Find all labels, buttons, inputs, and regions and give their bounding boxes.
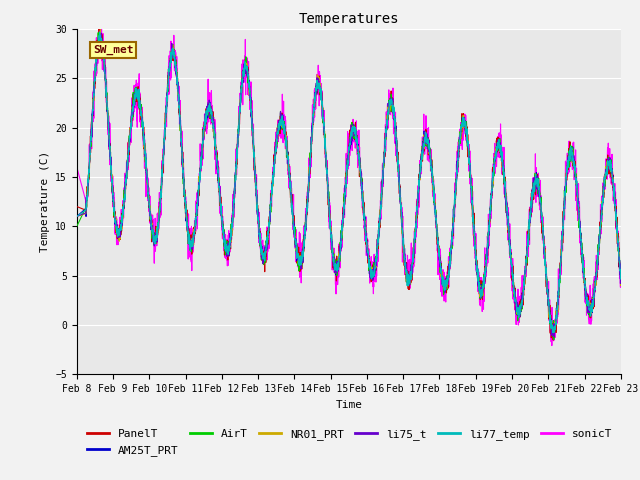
AM25T_PRT bbox=[135, 93, 143, 99]
AM25T_PRT bbox=[73, 214, 81, 219]
li77_temp bbox=[73, 214, 81, 219]
sonicT bbox=[548, 334, 556, 340]
li77_temp bbox=[548, 323, 556, 328]
AirT bbox=[548, 331, 556, 337]
sonicT bbox=[548, 343, 556, 348]
AirT bbox=[617, 275, 625, 280]
Line: li75_t: li75_t bbox=[77, 33, 621, 337]
sonicT bbox=[305, 163, 313, 169]
li75_t bbox=[305, 179, 313, 184]
AM25T_PRT bbox=[617, 275, 625, 281]
PanelT bbox=[549, 337, 557, 343]
Line: AM25T_PRT: AM25T_PRT bbox=[77, 34, 621, 332]
PanelT bbox=[73, 204, 81, 209]
li77_temp bbox=[168, 53, 175, 59]
sonicT bbox=[95, 26, 102, 32]
li77_temp bbox=[305, 172, 313, 178]
NR01_PRT bbox=[168, 49, 175, 55]
NR01_PRT bbox=[617, 280, 625, 286]
AirT bbox=[73, 223, 81, 229]
PanelT bbox=[168, 51, 175, 57]
sonicT bbox=[617, 269, 625, 275]
NR01_PRT bbox=[305, 164, 313, 170]
Text: SW_met: SW_met bbox=[93, 45, 134, 55]
AM25T_PRT bbox=[548, 329, 556, 335]
PanelT bbox=[282, 136, 289, 142]
NR01_PRT bbox=[548, 325, 556, 331]
AM25T_PRT bbox=[168, 50, 175, 56]
AirT bbox=[168, 48, 175, 54]
AirT bbox=[282, 133, 289, 139]
li77_temp bbox=[607, 168, 614, 174]
li75_t bbox=[548, 323, 556, 328]
sonicT bbox=[607, 155, 614, 161]
li75_t bbox=[97, 30, 105, 36]
li75_t bbox=[168, 57, 175, 63]
Line: li77_temp: li77_temp bbox=[77, 32, 621, 333]
Line: NR01_PRT: NR01_PRT bbox=[77, 29, 621, 334]
AM25T_PRT bbox=[607, 163, 614, 168]
li77_temp bbox=[617, 275, 625, 281]
AM25T_PRT bbox=[97, 31, 104, 36]
sonicT bbox=[135, 76, 143, 82]
PanelT bbox=[135, 93, 143, 98]
AirT bbox=[550, 336, 557, 342]
NR01_PRT bbox=[550, 331, 558, 337]
Y-axis label: Temperature (C): Temperature (C) bbox=[40, 151, 50, 252]
NR01_PRT bbox=[607, 162, 614, 168]
AirT bbox=[607, 156, 614, 162]
AM25T_PRT bbox=[305, 175, 313, 180]
NR01_PRT bbox=[97, 26, 104, 32]
X-axis label: Time: Time bbox=[335, 400, 362, 409]
PanelT bbox=[305, 180, 313, 186]
PanelT bbox=[548, 327, 556, 333]
AirT bbox=[135, 98, 143, 104]
AM25T_PRT bbox=[548, 323, 556, 328]
li75_t bbox=[73, 214, 81, 219]
li75_t bbox=[607, 156, 614, 161]
Line: sonicT: sonicT bbox=[77, 29, 621, 346]
Title: Temperatures: Temperatures bbox=[298, 12, 399, 26]
li77_temp bbox=[550, 330, 557, 336]
Line: PanelT: PanelT bbox=[77, 29, 621, 340]
NR01_PRT bbox=[135, 96, 143, 101]
AirT bbox=[305, 172, 313, 178]
PanelT bbox=[617, 270, 625, 276]
sonicT bbox=[73, 164, 81, 170]
PanelT bbox=[95, 26, 103, 32]
li77_temp bbox=[282, 135, 289, 141]
li75_t bbox=[617, 274, 625, 279]
Line: AirT: AirT bbox=[77, 33, 621, 339]
PanelT bbox=[607, 165, 614, 170]
AirT bbox=[94, 30, 102, 36]
NR01_PRT bbox=[73, 214, 81, 219]
li77_temp bbox=[96, 29, 104, 35]
sonicT bbox=[282, 117, 289, 123]
li77_temp bbox=[135, 96, 143, 102]
li75_t bbox=[282, 134, 289, 140]
li75_t bbox=[135, 97, 143, 103]
NR01_PRT bbox=[282, 129, 289, 134]
sonicT bbox=[168, 49, 175, 55]
AM25T_PRT bbox=[282, 131, 289, 136]
li75_t bbox=[550, 334, 557, 340]
Legend: PanelT, AM25T_PRT, AirT, NR01_PRT, li75_t, li77_temp, sonicT: PanelT, AM25T_PRT, AirT, NR01_PRT, li75_… bbox=[83, 425, 617, 460]
